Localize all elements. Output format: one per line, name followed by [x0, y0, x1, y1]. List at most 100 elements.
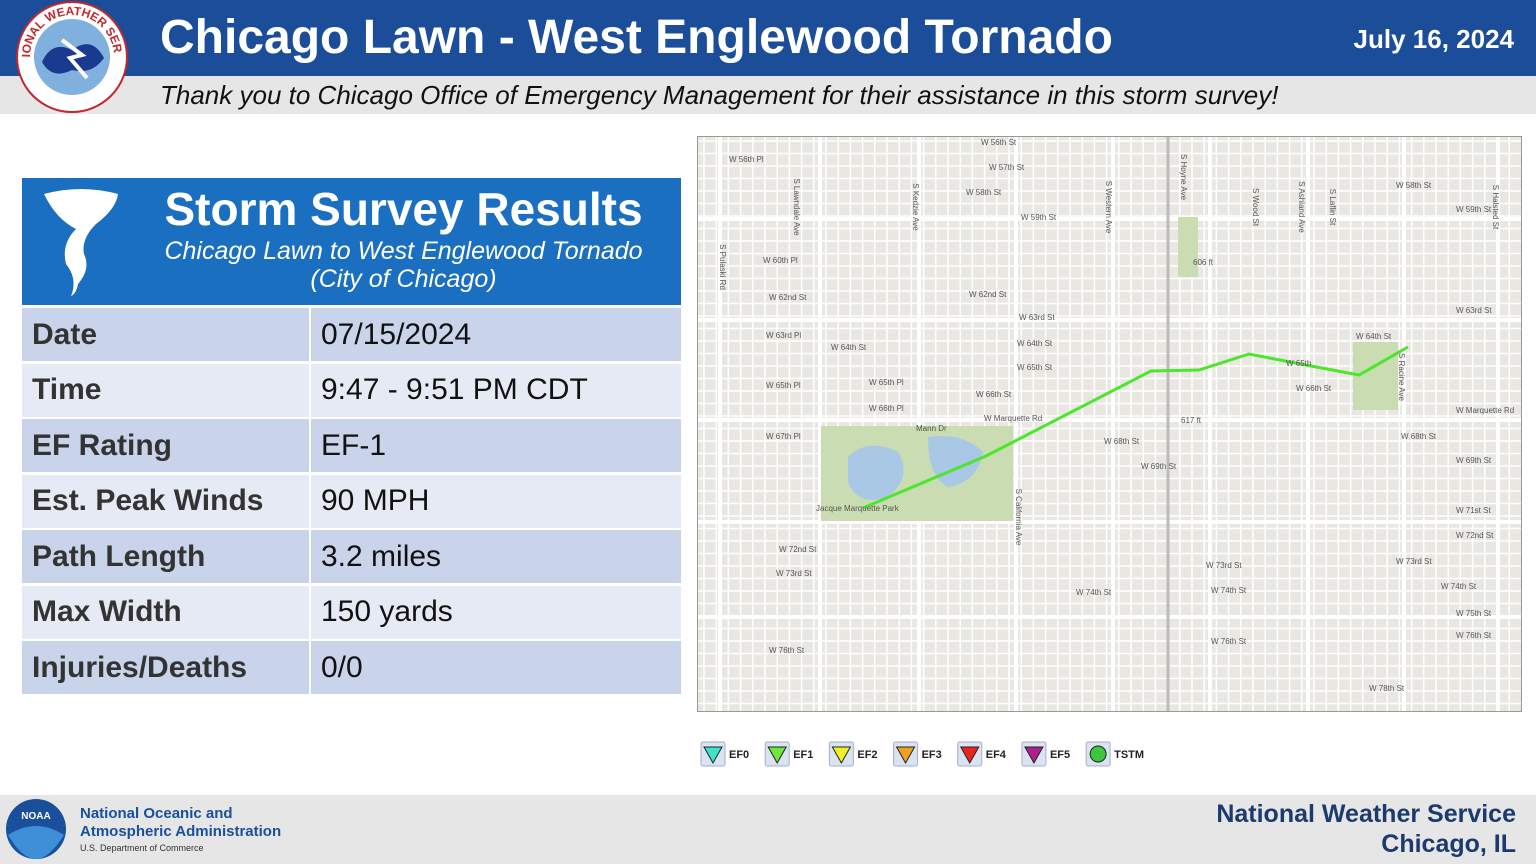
legend-label: TSTM — [1114, 749, 1144, 761]
street-label: W 73rd St — [1396, 557, 1432, 566]
table-row: Max Width 150 yards — [22, 585, 681, 639]
street-label: S Wood St — [1251, 188, 1260, 227]
row-label: Date — [22, 308, 311, 361]
subtitle-bar — [0, 76, 1536, 114]
street-label: W 72nd St — [779, 545, 817, 554]
nws-office: Chicago, IL — [1381, 830, 1516, 858]
legend: EF0EF1EF2EF3EF4EF5TSTMUKN — [700, 741, 1144, 767]
street-label: W 65th St — [1017, 363, 1053, 372]
legend-swatch — [831, 746, 852, 765]
nws-logo: NATIONAL WEATHER SERVICE — [12, 0, 128, 113]
street-label: W 63rd St — [1019, 313, 1055, 322]
street-label: W 76th St — [1211, 637, 1247, 646]
row-value: EF-1 — [321, 428, 387, 462]
survey-header — [22, 178, 681, 305]
lagoon — [848, 436, 983, 500]
row-value: 07/15/2024 — [321, 317, 472, 351]
street-label: W 59th St — [1021, 213, 1057, 222]
street-label: W 65th Pl — [766, 381, 801, 390]
street-label: W 63rd Pl — [766, 331, 801, 340]
subtitle: Thank you to Chicago Office of Emergency… — [160, 80, 1279, 110]
street-label: W 58th St — [1396, 181, 1432, 190]
noaa-name: National Oceanic and — [80, 805, 233, 822]
legend-label: EF1 — [793, 749, 813, 761]
header-bar — [0, 0, 1536, 76]
street-label: S Lawndale Ave — [792, 178, 801, 236]
street-label: W 65th Pl — [869, 378, 904, 387]
noaa-dept: U.S. Department of Commerce — [80, 843, 204, 853]
table-row: Injuries/Deaths 0/0 — [22, 641, 681, 694]
legend-label: EF4 — [986, 749, 1007, 761]
street-label: W 72nd St — [1456, 531, 1494, 540]
legend-swatch — [1089, 745, 1107, 763]
date: July 16, 2024 — [1353, 24, 1514, 54]
footer-bar — [0, 795, 1536, 864]
row-label: Injuries/Deaths — [22, 641, 311, 694]
street-label: W 58th St — [966, 188, 1002, 197]
street-label: W 64th St — [831, 343, 867, 352]
row-value: 3.2 miles — [321, 539, 442, 573]
street-label: W 64th St — [1017, 339, 1053, 348]
street-label: W 56th St — [981, 138, 1017, 147]
street-label: W 75th St — [1456, 609, 1492, 618]
row-label: Max Width — [22, 585, 311, 639]
row-label: Time — [22, 363, 311, 417]
street-label: S Ashland Ave — [1297, 181, 1306, 233]
row-label: Path Length — [22, 530, 311, 583]
street-label: W 64th St — [1356, 332, 1392, 341]
street-label: W 65th — [1286, 359, 1311, 368]
row-value: 0/0 — [321, 650, 363, 684]
noaa-name: Atmospheric Administration — [80, 823, 282, 840]
park — [1178, 217, 1198, 277]
street-label: W Marquette Rd — [1456, 406, 1514, 415]
street-label: W 74th St — [1076, 588, 1112, 597]
street-label: Mann Dr — [916, 424, 947, 433]
street-label: W 76th St — [769, 646, 805, 655]
street-label: W 76th St — [1456, 631, 1492, 640]
street-label: S Western Ave — [1104, 181, 1113, 234]
tornado-icon — [44, 189, 118, 296]
street-label: Jacque Marquette Park — [816, 504, 900, 513]
street-label: W 66th St — [1296, 384, 1332, 393]
legend-label: EF2 — [857, 749, 877, 761]
row-value: 9:47 - 9:51 PM CDT — [321, 373, 588, 406]
street-label: W 62nd St — [769, 293, 807, 302]
street-label: W 74th St — [1211, 586, 1247, 595]
noaa-logo: NOAA — [6, 799, 66, 859]
street-label: S Racine Ave — [1397, 353, 1406, 401]
legend-label: EF5 — [1050, 749, 1070, 761]
street-label: W 69th St — [1141, 462, 1177, 471]
row-value: 150 yards — [321, 595, 453, 628]
legend-swatch — [959, 746, 980, 765]
survey-subtitle: Chicago Lawn to West Englewood Tornado — [164, 237, 643, 265]
legend-label: EF3 — [922, 749, 942, 761]
table-row: Est. Peak Winds 90 MPH — [22, 474, 681, 528]
row-value: 90 MPH — [321, 484, 430, 517]
street-label: W 71st St — [1456, 506, 1491, 515]
street-label: W 59th St — [1456, 205, 1492, 214]
street-label: W 66th St — [976, 390, 1012, 399]
tornado-track — [862, 345, 1409, 510]
street-label: S Laflin St — [1328, 189, 1337, 226]
survey-subtitle: (City of Chicago) — [310, 265, 497, 293]
street-label: W 68th St — [1401, 432, 1437, 441]
table-row: Time 9:47 - 9:51 PM CDT — [22, 363, 681, 417]
street-label: S California Ave — [1014, 489, 1023, 546]
legend-swatch — [1024, 746, 1044, 765]
street-label: W 78th St — [1369, 684, 1405, 693]
street-label: W 68th St — [1104, 437, 1140, 446]
map: W 56th Pl W 56th St W 57th St W 58th St W 59… — [697, 136, 1522, 712]
street-label: 617 ft — [1181, 416, 1202, 425]
survey-title: Storm Survey Results — [164, 183, 643, 235]
row-label: Est. Peak Winds — [22, 474, 311, 528]
noaa-badge: NOAA — [21, 811, 50, 822]
street-label: W 69th St — [1456, 456, 1492, 465]
title: Chicago Lawn - West Englewood Tornado — [160, 11, 1113, 64]
street-label: W 74th St — [1441, 582, 1477, 591]
street-label: S Kedzie Ave — [911, 183, 920, 231]
street-label: S Hoyne Ave — [1179, 154, 1188, 201]
street-label: W 62nd St — [969, 290, 1007, 299]
park — [1353, 342, 1398, 410]
street-label: W 63rd St — [1456, 306, 1492, 315]
